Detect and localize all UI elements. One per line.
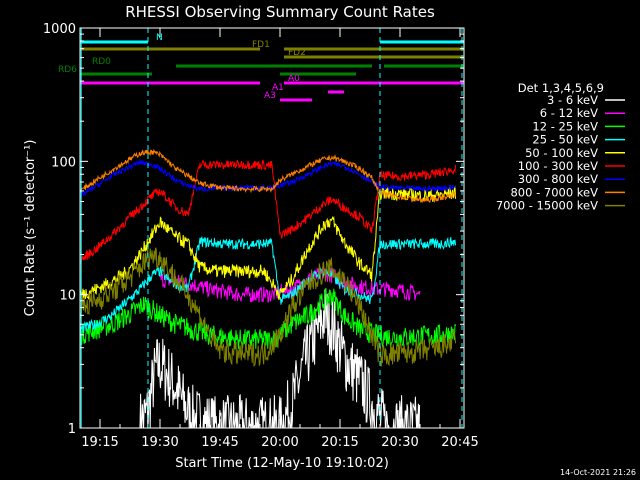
x-axis-label: Start Time (12-May-10 19:10:02) [175,456,389,471]
series-group [79,148,457,429]
x-tick-label: 19:30 [141,435,178,450]
series-line [139,289,421,429]
series-line [79,159,457,265]
series-line [79,148,457,204]
y-tick-label: 10 [59,289,76,304]
legend-entry-label: 300 - 800 keV [518,172,598,186]
series-line [79,235,457,333]
legend-entry-label: 12 - 25 keV [532,119,598,133]
time-marker-lines [80,28,463,428]
series-line [79,160,456,198]
y-tick-label: 100 [51,155,76,170]
legend-entry-label: 800 - 7000 keV [510,185,598,199]
y-axis-ticks: 1 10 100 1000 [43,22,464,437]
x-tick-label: 20:00 [261,435,298,450]
plot-frame [79,27,465,429]
attitude-bar-label: A1 [272,83,284,93]
legend-entry-label: 25 - 50 keV [532,133,598,147]
attitude-bar-label: FD2 [288,48,306,58]
legend-entry-label: 7000 - 15000 keV [496,199,598,213]
legend-entry-label: 3 - 6 keV [547,93,598,107]
attitude-bar-label: A0 [288,74,300,84]
y-tick-label: 1000 [43,22,76,37]
x-tick-label: 20:45 [441,435,478,450]
attitude-bar-label: N [156,33,163,43]
legend-header: Det 1,3,4,5,6,9 [518,81,604,95]
legend-entry-label: 100 - 300 keV [518,159,598,173]
x-axis-ticks: 19:15 19:30 19:45 20:00 20:15 20:30 20:45 [79,28,479,450]
attitude-bar-label: RD6 [58,65,77,75]
timestamp: 14-Oct-2021 21:26 [560,468,636,477]
x-tick-label: 20:15 [321,435,358,450]
chart-title: RHESSI Observing Summary Count Rates [125,3,435,21]
legend-entry-label: 6 - 12 keV [540,106,598,120]
legend-entry-label: 50 - 100 keV [525,146,598,160]
x-tick-label: 20:30 [381,435,418,450]
y-tick-label: 1 [68,422,76,437]
x-tick-label: 19:15 [81,435,118,450]
attitude-bar-label: FD1 [252,40,270,50]
y-axis-label: Count Rate (s⁻¹ detector⁻¹) [23,140,38,317]
series-line [79,287,457,351]
series-line [79,247,457,367]
attitude-bar-label: RD0 [92,57,111,67]
series-line [79,185,457,300]
x-tick-label: 19:45 [201,435,238,450]
attitude-bar-label: A3 [264,91,276,101]
